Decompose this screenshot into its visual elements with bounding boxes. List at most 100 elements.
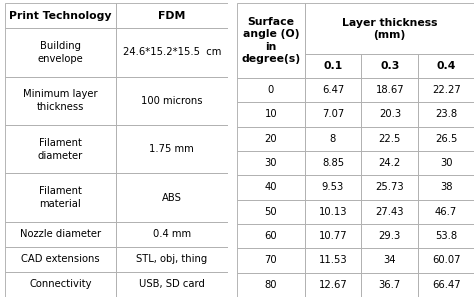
Text: 34: 34	[383, 256, 396, 266]
Bar	[361, 200, 418, 224]
Bar	[237, 273, 304, 297]
Text: Filament
diameter: Filament diameter	[38, 138, 83, 161]
Text: 46.7: 46.7	[435, 207, 457, 217]
Bar	[361, 248, 418, 273]
Bar	[361, 151, 418, 175]
Bar	[418, 55, 474, 78]
Text: 66.47: 66.47	[432, 280, 460, 290]
Text: 38: 38	[440, 182, 452, 193]
Bar	[418, 248, 474, 273]
Bar	[5, 28, 116, 76]
Text: Connectivity: Connectivity	[29, 280, 91, 290]
Text: CAD extensions: CAD extensions	[21, 254, 100, 265]
Text: Building
envelope: Building envelope	[37, 41, 83, 64]
Bar	[237, 102, 304, 127]
Text: 0.3: 0.3	[380, 61, 400, 71]
Text: 10: 10	[264, 110, 277, 119]
Bar	[304, 151, 361, 175]
Text: 22.5: 22.5	[379, 134, 401, 144]
Bar	[5, 3, 116, 28]
Text: STL, obj, thing: STL, obj, thing	[136, 254, 208, 265]
Bar	[304, 127, 361, 151]
Text: 24.6*15.2*15.5  cm: 24.6*15.2*15.5 cm	[123, 47, 221, 57]
Text: 20: 20	[264, 134, 277, 144]
Bar	[5, 247, 116, 272]
Bar	[116, 125, 228, 173]
Bar	[237, 175, 304, 200]
Bar	[361, 78, 418, 102]
Text: 60: 60	[264, 231, 277, 241]
Bar	[237, 3, 304, 78]
Bar	[418, 78, 474, 102]
Text: 30: 30	[264, 158, 277, 168]
Text: USB, SD card: USB, SD card	[139, 280, 205, 290]
Text: 6.47: 6.47	[322, 85, 344, 95]
Text: 70: 70	[264, 256, 277, 266]
Text: 10.77: 10.77	[319, 231, 347, 241]
Text: 8.85: 8.85	[322, 158, 344, 168]
Bar	[304, 78, 361, 102]
Text: 29.3: 29.3	[379, 231, 401, 241]
Bar	[116, 222, 228, 247]
Text: 26.5: 26.5	[435, 134, 457, 144]
Text: 80: 80	[264, 280, 277, 290]
Bar	[361, 102, 418, 127]
Text: Layer thickness
(mm): Layer thickness (mm)	[342, 17, 437, 40]
Text: Print Technology: Print Technology	[9, 11, 112, 20]
Text: 25.73: 25.73	[375, 182, 404, 193]
Bar	[5, 76, 116, 125]
Bar	[361, 273, 418, 297]
Text: 11.53: 11.53	[319, 256, 347, 266]
Bar	[418, 175, 474, 200]
Text: 18.67: 18.67	[375, 85, 404, 95]
Text: 0.4: 0.4	[437, 61, 456, 71]
Text: 30: 30	[440, 158, 452, 168]
Text: ABS: ABS	[162, 193, 182, 203]
Text: 1.75 mm: 1.75 mm	[149, 144, 194, 154]
Bar	[237, 248, 304, 273]
Bar	[116, 247, 228, 272]
Text: 60.07: 60.07	[432, 256, 460, 266]
Bar	[237, 200, 304, 224]
Bar	[418, 273, 474, 297]
Text: Surface
angle (O)
in
degree(s): Surface angle (O) in degree(s)	[241, 17, 301, 64]
Text: 36.7: 36.7	[379, 280, 401, 290]
Text: 24.2: 24.2	[379, 158, 401, 168]
Bar	[418, 127, 474, 151]
Text: 20.3: 20.3	[379, 110, 401, 119]
Bar	[304, 102, 361, 127]
Text: 100 microns: 100 microns	[141, 96, 202, 106]
Bar	[361, 175, 418, 200]
Text: 0.1: 0.1	[323, 61, 343, 71]
Text: Minimum layer
thickness: Minimum layer thickness	[23, 89, 98, 112]
Bar	[304, 224, 361, 248]
Bar	[237, 151, 304, 175]
Text: 0.4 mm: 0.4 mm	[153, 230, 191, 239]
Text: 8: 8	[330, 134, 336, 144]
Text: 0: 0	[268, 85, 274, 95]
Text: Filament
material: Filament material	[39, 186, 82, 209]
Text: Nozzle diameter: Nozzle diameter	[20, 230, 101, 239]
Text: 9.53: 9.53	[322, 182, 344, 193]
Text: 7.07: 7.07	[322, 110, 344, 119]
Bar	[116, 272, 228, 297]
Bar	[304, 200, 361, 224]
Bar	[304, 248, 361, 273]
Bar	[5, 125, 116, 173]
Bar	[418, 102, 474, 127]
Text: 10.13: 10.13	[319, 207, 347, 217]
Bar	[5, 272, 116, 297]
Bar	[418, 151, 474, 175]
Bar	[418, 224, 474, 248]
Bar	[5, 173, 116, 222]
Bar	[304, 175, 361, 200]
Text: FDM: FDM	[158, 11, 185, 20]
Bar	[361, 55, 418, 78]
Text: 50: 50	[264, 207, 277, 217]
Bar	[237, 224, 304, 248]
Bar	[304, 3, 474, 55]
Bar	[304, 273, 361, 297]
Bar	[237, 127, 304, 151]
Bar	[5, 222, 116, 247]
Text: 53.8: 53.8	[435, 231, 457, 241]
